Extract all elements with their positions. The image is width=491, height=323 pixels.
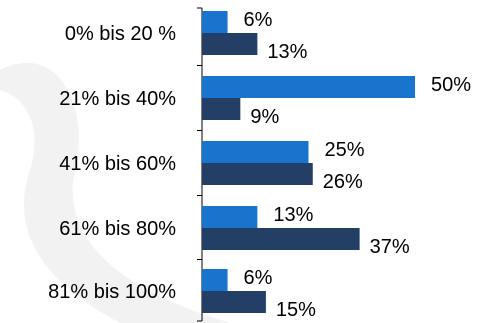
bar-series-1: [202, 11, 228, 33]
background-swoosh: [0, 62, 230, 323]
bar-series-2: [202, 291, 266, 313]
data-label: 13%: [273, 204, 313, 226]
data-label: 25%: [325, 139, 365, 161]
data-label: 13%: [267, 41, 307, 63]
data-label: 6%: [244, 9, 273, 31]
category-label: 61% bis 80%: [59, 218, 176, 240]
data-label: 15%: [276, 299, 316, 321]
category-label: 81% bis 100%: [48, 281, 176, 303]
data-label: 6%: [244, 267, 273, 289]
data-label: 9%: [250, 106, 279, 128]
bar-series-2: [202, 98, 241, 120]
data-label: 50%: [431, 74, 471, 96]
bar-series-2: [202, 163, 313, 185]
category-label: 21% bis 40%: [59, 88, 176, 110]
bar-series-1: [202, 206, 258, 228]
bar-series-1: [202, 76, 415, 98]
bar-series-2: [202, 33, 258, 55]
bar-series-1: [202, 141, 309, 163]
data-label: 37%: [370, 236, 410, 258]
bar-series-2: [202, 228, 360, 250]
data-label: 26%: [323, 171, 363, 193]
category-label: 41% bis 60%: [59, 153, 176, 175]
bar-series-1: [202, 269, 228, 291]
category-label: 0% bis 20 %: [65, 23, 176, 45]
